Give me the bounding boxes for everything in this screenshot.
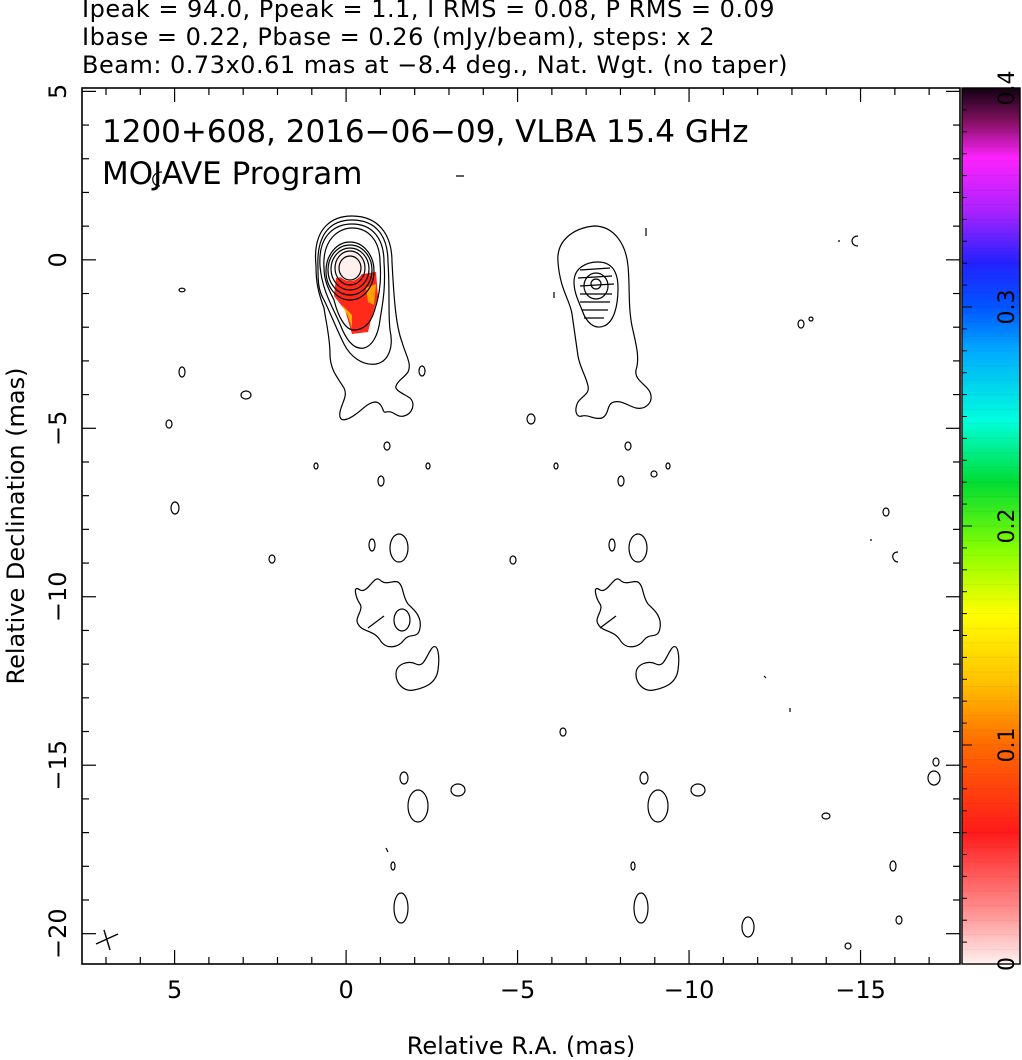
x-tick-labels: 5 0 −5 −10 −15: [167, 976, 886, 1004]
x-tick-label: −5: [500, 976, 535, 1004]
colorbar-tick-label: 0.1: [995, 728, 1020, 763]
header-line-2: Ibase = 0.22, Pbase = 0.26 (mJy/beam), s…: [82, 23, 716, 51]
jet-knots-pol: [594, 578, 680, 691]
polarization-color-core: [334, 272, 378, 334]
noise-contours: [152, 171, 941, 950]
header-line-1: Ipeak = 94.0, Ppeak = 1.1, I RMS = 0.08,…: [82, 0, 776, 23]
jet-knots-total: [354, 578, 440, 691]
x-tick-label: −15: [835, 976, 886, 1004]
header-line-3: Beam: 0.73x0.61 mas at −8.4 deg., Nat. W…: [82, 51, 788, 79]
y-axis-label: Relative Declination (mas): [2, 367, 30, 684]
y-tick-label: −10: [44, 571, 72, 622]
y-tick-label: 5: [44, 84, 72, 99]
x-axis-label: Relative R.A. (mas): [407, 1032, 635, 1060]
polarization-color-edge: [342, 305, 352, 328]
annotation-title: 1200+608, 2016−06−09, VLBA 15.4 GHz: [102, 114, 748, 150]
beam-marker: [95, 929, 119, 951]
y-tick-label: 0: [44, 252, 72, 267]
colorbar-tick-label: 0.4: [995, 71, 1020, 106]
x-tick-label: 0: [338, 976, 353, 1004]
x-tick-label: −10: [664, 976, 715, 1004]
colorbar-tick-label: 0.3: [995, 290, 1020, 325]
x-tick-label: 5: [167, 976, 182, 1004]
axis-ticks: [82, 88, 960, 964]
y-tick-label: −20: [44, 908, 72, 959]
y-tick-label: −5: [44, 411, 72, 446]
core-contours: [314, 215, 414, 421]
annotation-program: MOJAVE Program: [102, 156, 362, 192]
colorbar-tick-label: 0.2: [995, 509, 1020, 544]
y-tick-label: −15: [44, 740, 72, 791]
plot-frame: [81, 87, 961, 965]
colorbar-ticks: 0 0.1 0.2 0.3 0.4: [962, 71, 1020, 971]
contours: [95, 171, 941, 951]
polarization-contours: [557, 225, 652, 420]
colorbar-tick-label: 0: [995, 957, 1020, 971]
colorbar-steps: [962, 102, 1020, 950]
y-tick-labels: 5 0 −5 −10 −15 −20: [44, 84, 72, 959]
